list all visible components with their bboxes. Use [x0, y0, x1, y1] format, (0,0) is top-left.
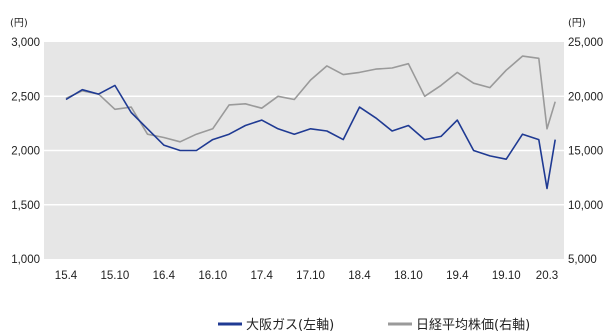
gridlines [44, 95, 564, 206]
legend-label-osaka-gas: 大阪ガス(左軸) [246, 318, 334, 333]
x-tick-label: 19.10 [492, 270, 521, 282]
x-tick-label: 20.3 [536, 270, 558, 282]
legend-label-nikkei: 日経平均株価(右軸) [416, 318, 530, 333]
y-right-tick-label: 15,000 [568, 146, 603, 158]
x-tick-label: 16.4 [153, 270, 176, 282]
x-tick-label: 15.10 [101, 270, 130, 282]
y-right-tick-label: 25,000 [568, 37, 603, 49]
series-line-osaka-gas [65, 84, 556, 190]
x-tick-label: 17.10 [296, 270, 325, 282]
y-left-tick-label: 2,500 [11, 91, 40, 103]
x-tick-label: 16.10 [198, 270, 227, 282]
y-left-tick-label: 3,000 [11, 37, 40, 49]
y-left-tick-label: 1,000 [11, 254, 40, 266]
x-tick-label: 17.4 [250, 270, 273, 282]
y-left-tick-label: 2,000 [11, 146, 40, 158]
y-left-tick-label: 1,500 [11, 200, 40, 212]
x-tick-label: 19.4 [446, 270, 469, 282]
y-right-tick-label: 5,000 [568, 254, 597, 266]
right-axis-unit: (円) [568, 18, 586, 29]
series-line-nikkei [65, 55, 556, 143]
x-tick-label: 18.4 [348, 270, 371, 282]
y-right-tick-label: 20,000 [568, 91, 603, 103]
left-axis-unit: (円) [10, 18, 28, 29]
x-tick-label: 18.10 [394, 270, 423, 282]
series-layer [65, 55, 556, 190]
tick-labels: 3,000 25,000 2,500 20,000 2,000 15,000 1,500 10… [11, 37, 603, 282]
x-tick-label: 15.4 [55, 270, 78, 282]
legend: 大阪ガス(左軸) 日経平均株価(右軸) [218, 318, 530, 333]
y-right-tick-label: 10,000 [568, 200, 603, 212]
